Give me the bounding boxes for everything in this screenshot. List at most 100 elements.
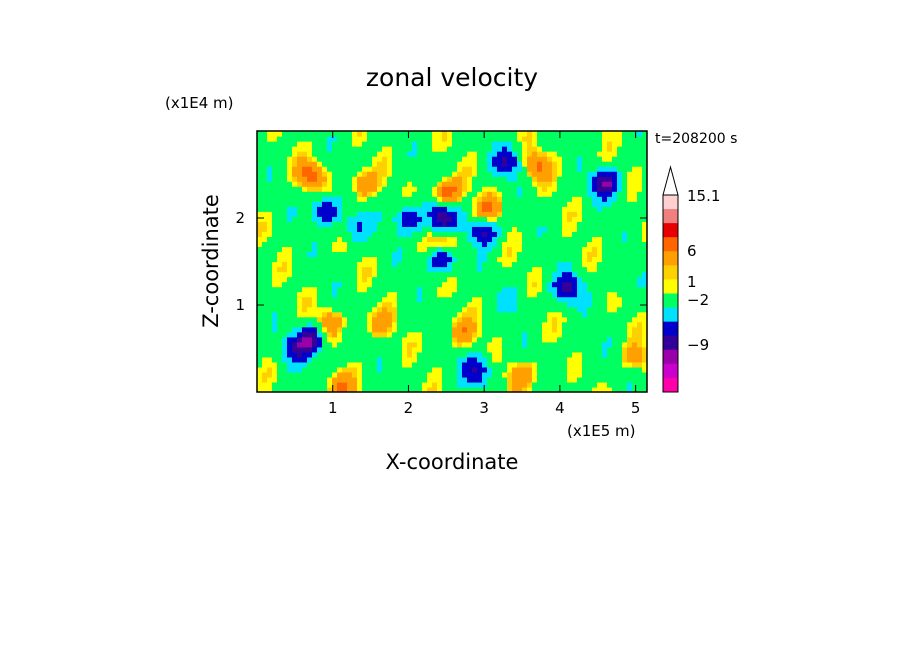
field-cell <box>562 196 568 202</box>
field-cell <box>292 271 298 278</box>
field-cell <box>637 146 643 152</box>
field-cell <box>562 321 568 328</box>
field-cell <box>582 211 588 217</box>
field-cell <box>637 201 643 207</box>
field-cell <box>582 366 588 373</box>
field-cell <box>542 281 548 288</box>
field-cell <box>337 386 343 392</box>
field-cell <box>267 326 273 333</box>
field-cell <box>337 216 343 222</box>
field-cell <box>427 191 433 197</box>
field-cell <box>472 316 478 323</box>
field-cell <box>272 351 278 358</box>
field-cell <box>487 326 493 333</box>
field-cell <box>342 356 348 363</box>
field-cell <box>562 181 568 187</box>
field-cell <box>492 341 498 348</box>
field-cell <box>372 256 378 263</box>
field-cell <box>437 326 443 333</box>
field-cell <box>387 276 393 283</box>
field-cell <box>567 361 573 368</box>
field-cell <box>557 376 563 383</box>
field-cell <box>362 136 368 142</box>
field-cell <box>382 301 388 308</box>
field-cell <box>392 361 398 368</box>
field-cell <box>477 226 483 232</box>
field-cell <box>637 286 643 293</box>
field-cell <box>452 386 458 392</box>
field-cell <box>307 376 313 383</box>
field-cell <box>352 181 358 187</box>
field-cell <box>602 316 608 323</box>
field-cell <box>512 216 518 222</box>
field-cell <box>572 311 578 318</box>
field-cell <box>322 146 328 152</box>
colorbar-label: 15.1 <box>687 187 720 205</box>
field-cell <box>472 161 478 167</box>
field-cell <box>582 221 588 227</box>
field-cell <box>577 371 583 378</box>
field-cell <box>602 271 608 278</box>
field-cell <box>387 216 393 222</box>
field-cell <box>527 186 533 192</box>
field-cell <box>537 366 543 373</box>
field-cell <box>322 136 328 142</box>
field-cell <box>342 131 348 137</box>
field-cell <box>627 226 633 232</box>
field-cell <box>472 291 478 298</box>
field-cell <box>342 201 348 207</box>
field-cell <box>447 341 453 348</box>
field-cell <box>572 301 578 308</box>
field-cell <box>352 186 358 192</box>
field-cell <box>317 261 323 268</box>
field-cell <box>417 246 423 253</box>
field-cell <box>542 196 548 202</box>
field-cell <box>592 256 598 263</box>
field-cell <box>502 241 508 248</box>
field-cell <box>537 251 543 258</box>
field-cell <box>342 181 348 187</box>
field-cell <box>367 191 373 197</box>
field-cell <box>587 226 593 232</box>
field-cell <box>427 341 433 348</box>
field-cell <box>492 376 498 383</box>
field-cell <box>367 236 373 243</box>
field-cell <box>352 276 358 283</box>
field-cell <box>367 366 373 373</box>
field-cell <box>602 366 608 373</box>
field-cell <box>382 166 388 172</box>
field-cell <box>352 236 358 243</box>
field-cell <box>477 326 483 333</box>
field-cell <box>272 211 278 217</box>
field-cell <box>527 286 533 293</box>
field-cell <box>337 201 343 207</box>
field-cell <box>557 186 563 192</box>
field-cell <box>287 151 293 157</box>
field-cell <box>292 226 298 232</box>
field-cell <box>277 241 283 248</box>
field-cell <box>412 356 418 363</box>
field-cell <box>612 251 618 258</box>
field-cell <box>617 246 623 253</box>
field-cell <box>452 156 458 162</box>
field-cell <box>457 291 463 298</box>
field-cell <box>472 231 478 237</box>
field-cell <box>527 181 533 187</box>
field-cell <box>577 136 583 142</box>
field-cell <box>487 156 493 162</box>
field-cell <box>367 336 373 343</box>
field-cell <box>552 271 558 278</box>
field-cell <box>422 171 428 177</box>
field-cell <box>592 191 598 197</box>
field-cell <box>352 321 358 328</box>
field-cell <box>287 186 293 192</box>
field-cell <box>552 311 558 318</box>
field-cell <box>287 271 293 278</box>
field-cell <box>382 146 388 152</box>
field-cell <box>327 256 333 263</box>
field-cell <box>332 336 338 343</box>
field-cell <box>527 291 533 298</box>
field-cell <box>467 266 473 273</box>
field-cell <box>362 356 368 363</box>
field-cell <box>292 141 298 147</box>
